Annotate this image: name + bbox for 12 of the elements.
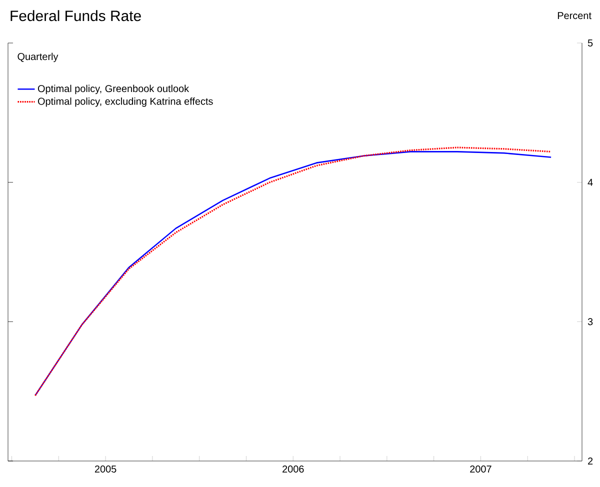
- chart-title: Federal Funds Rate: [10, 10, 141, 22]
- x-tick-label: 2005: [94, 466, 116, 473]
- annotation: Quarterly: [18, 52, 58, 62]
- y-tick-label: 2: [588, 458, 593, 464]
- y-tick-label: 5: [588, 40, 593, 46]
- y-tick-label: 4: [588, 178, 593, 186]
- legend-label: Optimal policy, excluding Katrina effects: [38, 98, 213, 107]
- x-tick-label: 2007: [470, 466, 492, 473]
- x-tick-label: 2006: [282, 466, 304, 473]
- legend-label: Optimal policy, Greenbook outlook: [38, 84, 190, 94]
- y-tick-label: 3: [588, 318, 593, 326]
- y-axis-title: Percent: [558, 12, 592, 20]
